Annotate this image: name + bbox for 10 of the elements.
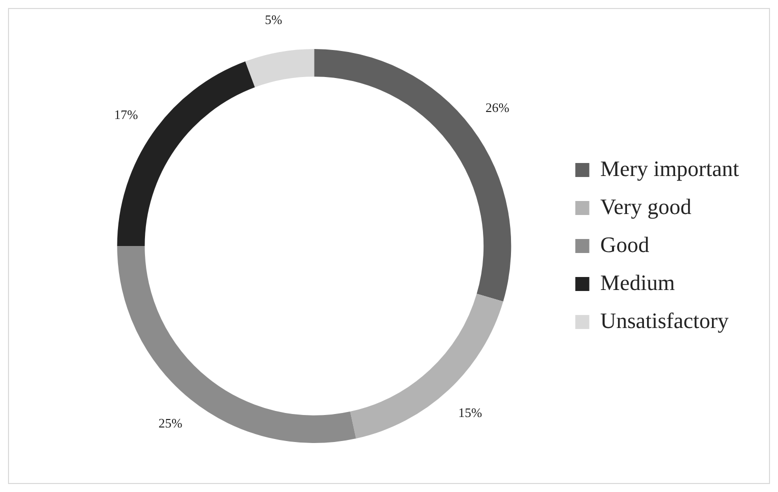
legend-label: Mery important (600, 156, 740, 181)
legend-label: Very good (600, 194, 692, 219)
legend-label: Medium (600, 270, 675, 295)
legend-label: Unsatisfactory (600, 308, 729, 333)
legend-label: Good (600, 232, 650, 257)
data-label: 25% (158, 416, 183, 431)
data-label: 17% (114, 106, 138, 122)
data-label: 15% (458, 405, 482, 420)
data-label: 5% (264, 12, 282, 28)
data-label: 26% (486, 100, 510, 116)
